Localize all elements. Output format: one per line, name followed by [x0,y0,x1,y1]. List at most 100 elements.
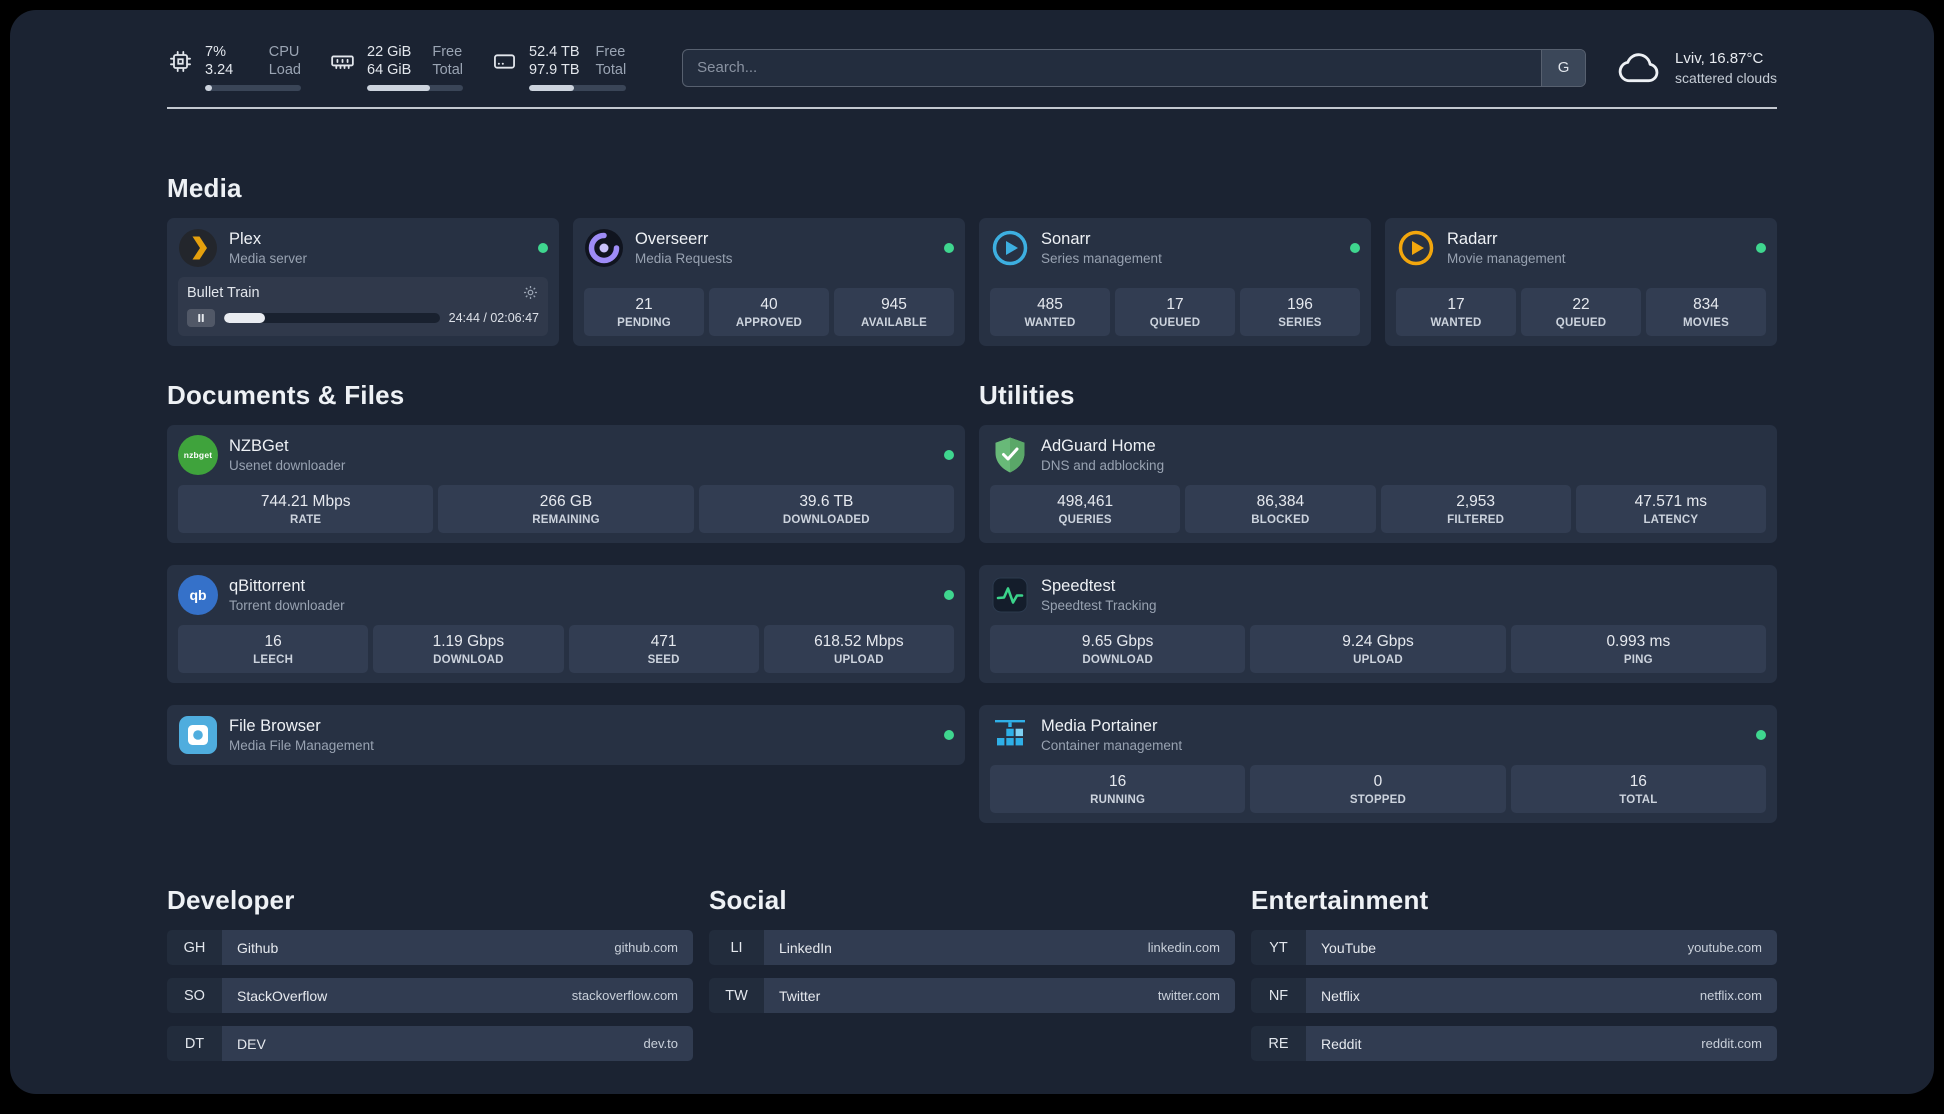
service-stats: 485 WANTED 17 QUEUED 196 SERIES [990,278,1360,336]
stat-value: 47.571 ms [1634,493,1708,510]
stat-label: TOTAL [1619,794,1658,806]
status-dot [944,590,954,600]
stat-value: 17 [1447,296,1465,313]
service-name: Sonarr [1041,230,1091,248]
stat-tile: 86,384 BLOCKED [1185,485,1376,533]
service-card-plex[interactable]: Plex Media server Bullet Train [167,218,559,346]
section-documents-files: Documents & Files nzbget NZBGet Usenet d… [167,380,965,765]
service-card-filebrowser[interactable]: File Browser Media File Management [167,705,965,765]
service-card-qbittorrent[interactable]: qb qBittorrent Torrent downloader 16 LEE… [167,565,965,683]
portainer-crane-icon [990,715,1030,755]
bookmark-name: StackOverflow [237,987,328,1004]
status-dot [944,730,954,740]
stat-tile: 0 STOPPED [1250,765,1506,813]
disk-free-label: Free [595,44,626,60]
service-card-radarr[interactable]: Radarr Movie management 17 WANTED 22 QUE… [1385,218,1777,346]
section-title-utilities: Utilities [979,380,1075,410]
bookmark-abbr: YT [1251,930,1306,965]
stat-value: 16 [1629,773,1647,790]
service-name: NZBGet [229,437,289,455]
stat-value: 498,461 [1057,493,1114,510]
stat-label: RUNNING [1090,794,1146,806]
service-card-speedtest[interactable]: Speedtest Speedtest Tracking 9.65 Gbps D… [979,565,1777,683]
sonarr-icon [990,228,1030,268]
nzbget-icon: nzbget [178,435,218,475]
bookmark-reddit[interactable]: RE Reddit reddit.com [1251,1026,1777,1061]
stat-tile: 834 MOVIES [1646,288,1766,336]
now-playing-panel: Bullet Train 24:44 [178,277,548,336]
bookmark-netflix[interactable]: NF Netflix netflix.com [1251,978,1777,1013]
stat-tile: 22 QUEUED [1521,288,1641,336]
stat-value: 16 [1109,773,1127,790]
service-card-overseerr[interactable]: Overseerr Media Requests 21 PENDING 40 A… [573,218,965,346]
bookmark-github[interactable]: GH Github github.com [167,930,693,965]
weather-condition: scattered clouds [1675,69,1777,86]
stat-tile: 196 SERIES [1240,288,1360,336]
stat-label: PENDING [617,317,671,329]
stat-value: 39.6 TB [799,493,854,510]
service-card-portainer[interactable]: Media Portainer Container management 16 … [979,705,1777,823]
service-name: Media Portainer [1041,717,1158,735]
disk-usage-fill [529,85,574,91]
stat-tile: 21 PENDING [584,288,704,336]
memory-free-label: Free [432,44,463,60]
search-input[interactable] [683,49,1542,86]
cpu-percent: 7% [205,44,226,60]
service-name: qBittorrent [229,577,306,595]
bookmark-url: github.com [614,940,678,955]
service-stats: 16 RUNNING 0 STOPPED 16 TOTAL [990,755,1766,813]
cpu-load-label: Load [268,61,301,78]
stat-label: FILTERED [1447,514,1505,526]
now-playing-title: Bullet Train [187,284,260,301]
service-card-sonarr[interactable]: Sonarr Series management 485 WANTED 17 Q… [979,218,1371,346]
bookmark-abbr: SO [167,978,222,1013]
service-description: Media Requests [635,251,733,266]
service-name: Speedtest [1041,577,1116,595]
cpu-label: CPU [268,44,300,60]
bookmark-stackoverflow[interactable]: SO StackOverflow stackoverflow.com [167,978,693,1013]
service-stats: 16 LEECH 1.19 Gbps DOWNLOAD 471 SEED [178,615,954,673]
cpu-usage-fill [205,85,212,91]
bookmark-url: youtube.com [1687,940,1762,955]
service-name: File Browser [229,717,321,735]
stat-label: REMAINING [532,514,600,526]
stat-label: UPLOAD [833,654,884,666]
bookmark-dev[interactable]: DT DEV dev.to [167,1026,693,1061]
stat-value: 86,384 [1256,493,1305,510]
bookmark-abbr: RE [1251,1026,1306,1061]
section-utilities: Utilities AdGuard Home DNS and adblockin… [979,380,1777,823]
bookmark-group-entertainment: Entertainment YT YouTube youtube.com NF … [1251,885,1777,1074]
stat-value: 9.24 Gbps [1342,633,1414,650]
bookmark-youtube[interactable]: YT YouTube youtube.com [1251,930,1777,965]
stat-value: 834 [1693,296,1719,313]
bookmark-name: LinkedIn [779,939,832,956]
service-card-adguard[interactable]: AdGuard Home DNS and adblocking 498,461 … [979,425,1777,543]
weather-location: Lviv, 16.87°C [1675,49,1764,67]
bookmark-linkedin[interactable]: LI LinkedIn linkedin.com [709,930,1235,965]
radarr-icon [1396,228,1436,268]
cpu-widget: 7% 3.24 CPU Load [167,44,301,91]
section-title-files: Documents & Files [167,380,405,410]
search-provider-button[interactable]: G [1541,49,1586,86]
pause-button[interactable] [187,309,215,327]
stat-value: 0.993 ms [1606,633,1671,650]
weather-widget: Lviv, 16.87°C scattered clouds [1618,50,1777,86]
stat-value: 22 [1572,296,1590,313]
playback-time: 24:44 / 02:06:47 [448,311,539,325]
bookmark-twitter[interactable]: TW Twitter twitter.com [709,978,1235,1013]
stat-label: STOPPED [1349,794,1407,806]
service-description: Media File Management [229,738,374,753]
cpu-load-value: 3.24 [205,61,234,78]
memory-total-value: 64 GiB [367,61,412,78]
header-divider [167,107,1777,109]
stat-label: RATE [290,514,322,526]
stat-tile: 945 AVAILABLE [834,288,954,336]
stat-value: 485 [1037,296,1063,313]
stat-tile: 16 TOTAL [1510,765,1766,813]
service-description: Series management [1041,251,1162,266]
gear-icon[interactable] [522,284,539,301]
stat-tile: 0.993 ms PING [1510,625,1766,673]
status-dot [944,243,954,253]
stat-value: 196 [1287,296,1313,313]
service-card-nzbget[interactable]: nzbget NZBGet Usenet downloader 744.21 M… [167,425,965,543]
